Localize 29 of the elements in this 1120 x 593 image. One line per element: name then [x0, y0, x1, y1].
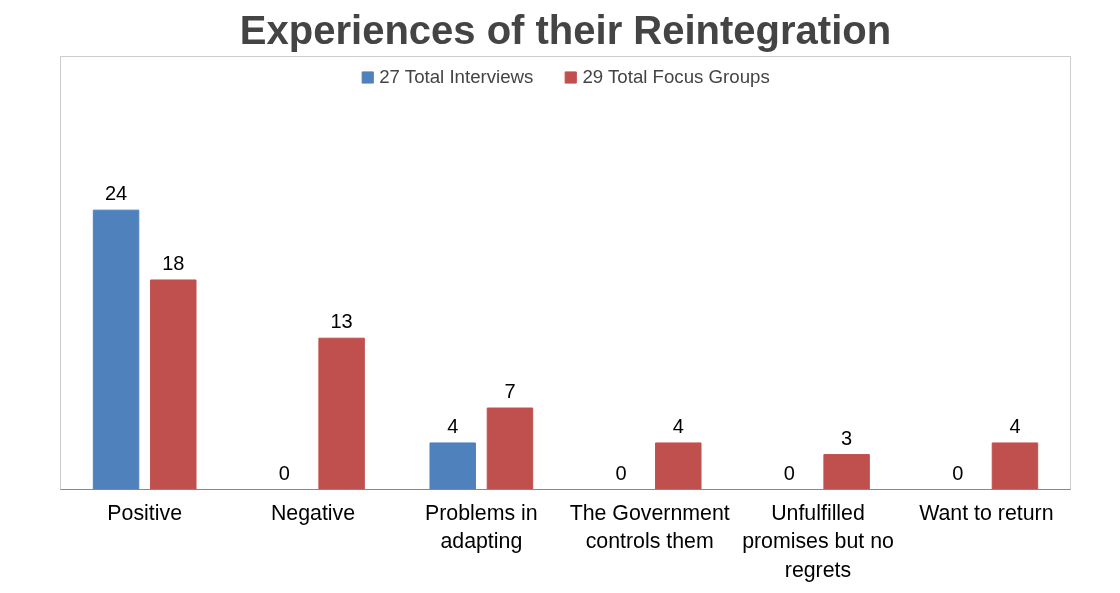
- x-tick-label: Positive: [107, 500, 183, 525]
- data-label: 4: [672, 415, 684, 438]
- x-tick-label: The Government controls them: [569, 500, 730, 554]
- data-label: 0: [278, 461, 290, 484]
- bar: [92, 209, 140, 490]
- data-label: 4: [447, 415, 459, 438]
- data-label: 24: [104, 182, 128, 205]
- bar: [150, 279, 197, 490]
- legend-label: 27 Total Interviews: [379, 66, 534, 88]
- x-tick-label: Unfulfilled promises but no regrets: [742, 500, 894, 583]
- bar: [823, 454, 870, 490]
- x-tick-label: Want to return: [919, 500, 1054, 525]
- data-label: 4: [1009, 415, 1021, 438]
- legend-label: 29 Total Focus Groups: [582, 66, 770, 88]
- x-tick-label: Problems in adapting: [425, 500, 538, 554]
- data-label: 3: [841, 426, 853, 449]
- bar: [486, 407, 534, 490]
- data-label: 13: [330, 310, 353, 333]
- data-label: 0: [615, 461, 627, 484]
- data-label: 18: [162, 252, 185, 275]
- bar: [429, 442, 476, 490]
- bar: [318, 337, 365, 490]
- bar: [991, 442, 1039, 490]
- data-label: 0: [783, 461, 795, 484]
- bar: [655, 442, 702, 490]
- data-label: 7: [504, 380, 516, 403]
- x-tick-label: Negative: [270, 500, 356, 525]
- data-label: 0: [952, 461, 964, 484]
- chart-title: Experiences of their Reintegration: [239, 7, 892, 52]
